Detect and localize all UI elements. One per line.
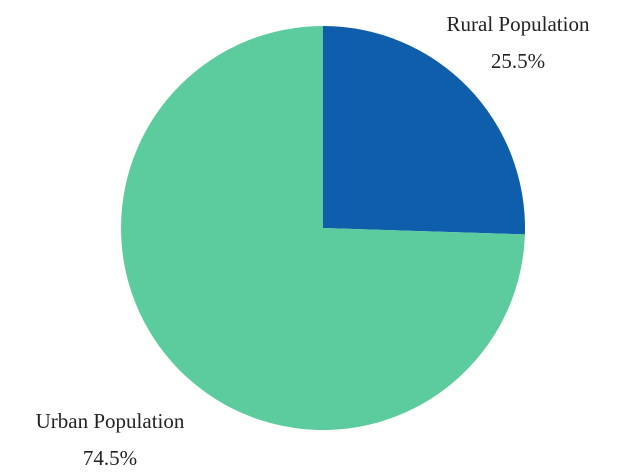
pie-slices: [121, 26, 526, 430]
slice-value-label-rural: 25.5%: [491, 49, 545, 73]
pie-slice-rural: [323, 26, 526, 235]
pie-slice-urban: [121, 26, 525, 430]
slice-value-label-urban: 74.5%: [83, 446, 137, 467]
slice-label-rural: Rural Population: [447, 12, 590, 36]
slice-label-urban: Urban Population: [36, 409, 185, 433]
